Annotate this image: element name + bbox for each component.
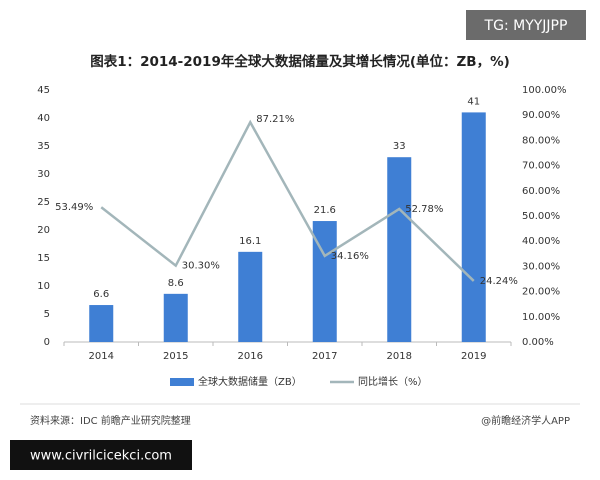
legend-label: 同比增长（%）: [358, 375, 428, 388]
site: www.civrilcicekci.com: [30, 449, 172, 464]
legend-label: 全球大数据储量（ZB）: [198, 375, 302, 388]
y2-tick-label: 60.00%: [522, 186, 560, 197]
credit: @前瞻经济学人APP: [481, 414, 570, 427]
legend-swatch: [170, 378, 194, 386]
bar: [89, 305, 114, 342]
x-tick-label: 2019: [461, 351, 486, 362]
y2-tick-label: 90.00%: [522, 110, 560, 121]
y-tick-label: 25: [37, 197, 50, 208]
bar-label: 8.6: [168, 278, 184, 289]
line-label: 30.30%: [182, 261, 220, 272]
y2-tick-label: 10.00%: [522, 312, 560, 323]
y-tick-label: 35: [37, 141, 50, 152]
y2-tick-label: 70.00%: [522, 161, 560, 172]
x-tick-label: 2017: [312, 351, 337, 362]
y2-tick-label: 20.00%: [522, 287, 560, 298]
chart-title: 图表1：2014-2019年全球大数据储量及其增长情况(单位：ZB，%): [90, 53, 510, 70]
bar-label: 16.1: [239, 236, 261, 247]
y-tick-label: 5: [44, 309, 50, 320]
x-tick-label: 2016: [238, 351, 263, 362]
y2-tick-label: 40.00%: [522, 236, 560, 247]
x-tick-label: 2014: [89, 351, 114, 362]
y-tick-label: 15: [37, 253, 50, 264]
y2-tick-label: 50.00%: [522, 211, 560, 222]
site-badge: [10, 440, 192, 470]
line-label: 87.21%: [256, 114, 294, 125]
x-tick-label: 2018: [387, 351, 412, 362]
x-tick-label: 2015: [163, 351, 188, 362]
y-tick-label: 40: [37, 113, 50, 124]
bar-label: 41: [467, 96, 480, 107]
bar: [238, 251, 263, 342]
line-label: 34.16%: [331, 251, 369, 262]
line-label: 53.49%: [55, 202, 93, 213]
source: 资料来源：IDC 前瞻产业研究院整理: [30, 414, 191, 427]
line-label: 24.24%: [480, 276, 518, 287]
y-tick-label: 20: [37, 225, 50, 236]
bar: [387, 157, 412, 342]
y2-tick-label: 100.00%: [522, 85, 567, 96]
y2-tick-label: 30.00%: [522, 261, 560, 272]
bar: [163, 293, 188, 342]
y-tick-label: 30: [37, 169, 50, 180]
y-tick-label: 10: [37, 281, 50, 292]
y-tick-label: 45: [37, 85, 50, 96]
bar-label: 6.6: [93, 289, 109, 300]
y2-tick-label: 80.00%: [522, 135, 560, 146]
line-label: 52.78%: [405, 204, 443, 215]
y2-tick-label: 0.00%: [522, 337, 554, 348]
watermark: TG: MYYJJPP: [484, 18, 568, 34]
bar-label: 33: [393, 141, 406, 152]
watermark-badge: [466, 10, 586, 40]
y-tick-label: 0: [44, 337, 50, 348]
line: [100, 119, 475, 282]
bar: [461, 112, 486, 343]
bar-label: 21.6: [314, 205, 336, 216]
